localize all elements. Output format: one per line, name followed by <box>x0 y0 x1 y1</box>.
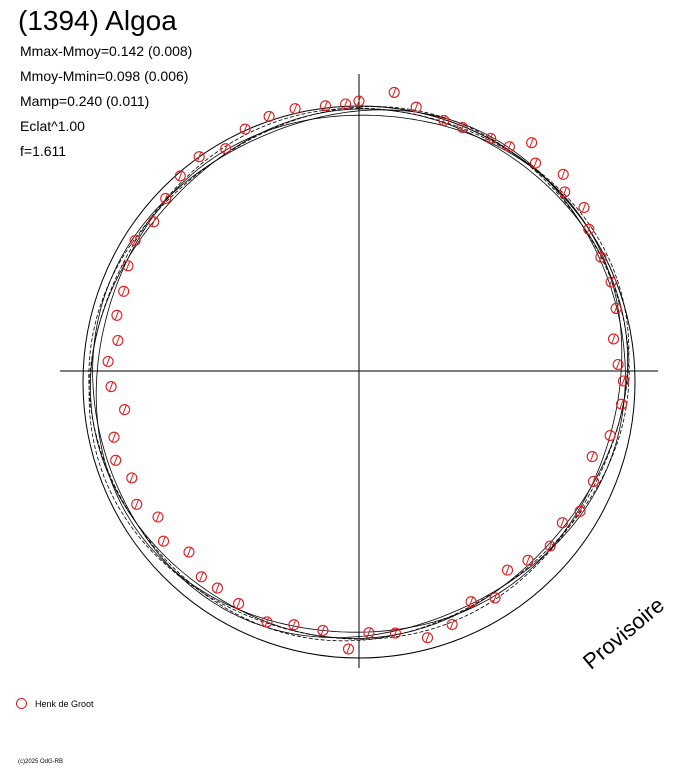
stat-mmax-mmoy: Mmax-Mmoy=0.142 (0.008) <box>20 43 193 59</box>
data-point <box>288 619 300 631</box>
data-points <box>102 86 629 655</box>
data-point <box>195 571 207 583</box>
fit-curve <box>88 106 630 642</box>
data-point <box>389 627 402 639</box>
data-point <box>148 216 160 228</box>
data-point <box>587 475 600 487</box>
fit-curve <box>95 114 623 633</box>
data-point <box>522 554 534 566</box>
data-point <box>122 260 134 272</box>
data-point <box>261 616 273 628</box>
data-point <box>111 309 123 321</box>
stat-mmoy-mmin: Mmoy-Mmin=0.098 (0.006) <box>20 68 189 84</box>
data-point <box>220 143 232 155</box>
data-point <box>152 511 164 523</box>
legend: Henk de Groot <box>16 698 94 709</box>
data-point <box>160 192 172 204</box>
data-point <box>193 151 205 163</box>
data-point <box>410 101 422 113</box>
data-point <box>617 375 629 387</box>
data-point <box>119 404 131 416</box>
data-point <box>353 95 365 107</box>
data-point <box>612 358 624 371</box>
data-point <box>105 381 117 393</box>
data-point <box>289 103 301 115</box>
data-point <box>342 643 355 655</box>
data-point <box>131 498 143 510</box>
data-point <box>583 223 595 235</box>
data-point <box>485 132 497 144</box>
data-point <box>526 137 538 149</box>
stat-mamp: Mamp=0.240 (0.011) <box>20 93 150 109</box>
data-point <box>489 592 501 604</box>
stats-block: Mmax-Mmoy=0.142 (0.008) Mmoy-Mmin=0.098 … <box>20 42 192 167</box>
data-point <box>233 598 245 610</box>
data-point <box>605 276 617 288</box>
data-point <box>126 472 138 484</box>
data-point <box>211 582 223 594</box>
data-point <box>544 540 556 552</box>
legend-marker-icon <box>16 698 27 709</box>
data-point <box>183 546 195 558</box>
data-point <box>556 517 568 529</box>
data-point <box>118 285 130 297</box>
data-point <box>578 201 590 214</box>
data-point <box>574 505 586 517</box>
data-point <box>174 170 186 182</box>
data-point <box>457 121 469 134</box>
stat-f: f=1.611 <box>20 143 67 159</box>
data-point <box>340 98 352 110</box>
data-point <box>465 596 477 608</box>
data-point <box>501 564 514 576</box>
data-point <box>595 251 607 263</box>
stat-eclat: Eclat^1.00 <box>20 118 85 134</box>
data-point <box>388 86 400 98</box>
data-point <box>421 632 434 644</box>
data-point <box>610 302 622 314</box>
data-point <box>239 123 251 135</box>
data-point <box>604 429 616 442</box>
data-point <box>317 624 329 636</box>
data-point <box>110 454 122 466</box>
data-point <box>586 451 598 463</box>
data-point <box>108 431 120 443</box>
data-point <box>319 100 332 112</box>
copyright: (c)2025 OdG-RB <box>18 759 64 765</box>
data-point <box>157 535 170 547</box>
data-point <box>112 334 124 347</box>
chart-title: (1394) Algoa <box>18 5 177 36</box>
data-point <box>129 234 141 247</box>
data-point <box>363 627 375 639</box>
data-point <box>529 157 542 169</box>
data-point <box>559 186 571 198</box>
data-point <box>503 141 515 153</box>
data-point <box>557 168 569 180</box>
data-point <box>102 355 114 368</box>
data-point <box>607 333 620 345</box>
data-point <box>263 110 275 122</box>
data-point <box>438 114 450 126</box>
data-point <box>446 618 458 631</box>
data-point <box>615 398 628 410</box>
legend-label: Henk de Groot <box>35 698 94 709</box>
